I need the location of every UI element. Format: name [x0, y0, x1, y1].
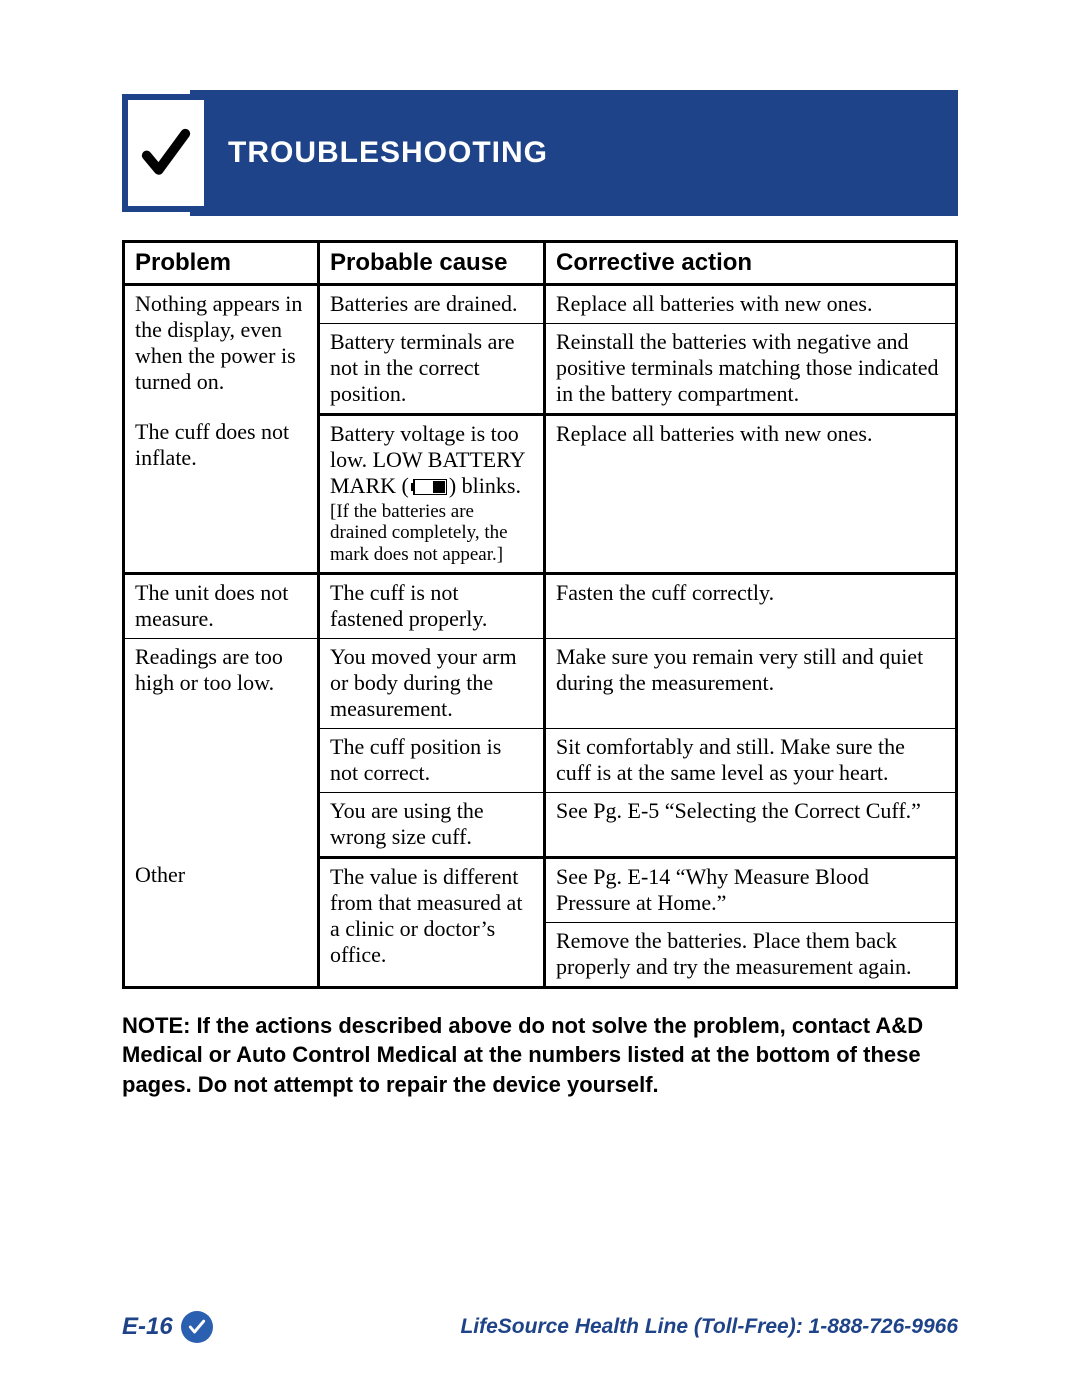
- cell-action: Remove the batteries. Place them back pr…: [545, 922, 957, 987]
- cell-action: Reinstall the batteries with negative an…: [545, 323, 957, 414]
- cell-problem: Readings are too high or too low.: [124, 639, 319, 858]
- cell-action: Replace all batteries with new ones.: [545, 285, 957, 324]
- page-number: E-16: [122, 1313, 173, 1341]
- section-header: TROUBLESHOOTING: [190, 90, 958, 216]
- page-footer: E-16 LifeSource Health Line (Toll-Free):…: [122, 1311, 958, 1343]
- cell-cause: The cuff is not fastened properly.: [319, 574, 545, 639]
- note-text: NOTE: If the actions described above do …: [122, 1011, 958, 1100]
- check-icon: [137, 113, 195, 193]
- cell-problem: Other: [124, 857, 319, 987]
- cell-problem: Nothing appears in the display, even whe…: [124, 285, 319, 415]
- cell-action: See Pg. E-5 “Selecting the Correct Cuff.…: [545, 792, 957, 857]
- check-icon: [187, 1317, 207, 1337]
- health-line-text: LifeSource Health Line (Toll-Free): 1-88…: [460, 1315, 958, 1339]
- table-header-row: Problem Probable cause Corrective action: [124, 242, 957, 285]
- footer-left: E-16: [122, 1311, 213, 1343]
- cell-action: Fasten the cuff correctly.: [545, 574, 957, 639]
- cell-cause-note: [If the batteries are drained completely…: [330, 501, 533, 567]
- cell-action: Replace all batteries with new ones.: [545, 414, 957, 573]
- cell-cause: The value is different from that measure…: [319, 857, 545, 987]
- cell-cause: Batteries are drained.: [319, 285, 545, 324]
- cell-cause: Battery voltage is too low. LOW BATTERY …: [319, 414, 545, 573]
- table-row: The cuff does not inflate. Battery volta…: [124, 414, 957, 573]
- cell-action: Make sure you remain very still and quie…: [545, 639, 957, 729]
- troubleshooting-table: Problem Probable cause Corrective action…: [122, 240, 958, 989]
- battery-icon: [411, 475, 447, 501]
- cell-problem: The cuff does not inflate.: [124, 414, 319, 573]
- cell-cause: You moved your arm or body during the me…: [319, 639, 545, 729]
- cell-cause-tail: ) blinks.: [449, 473, 521, 498]
- section-title: TROUBLESHOOTING: [228, 136, 548, 170]
- table-row: The unit does not measure. The cuff is n…: [124, 574, 957, 639]
- col-header-cause: Probable cause: [319, 242, 545, 285]
- cell-action: See Pg. E-14 “Why Measure Blood Pressure…: [545, 857, 957, 922]
- cell-problem: The unit does not measure.: [124, 574, 319, 639]
- cell-action: Sit comfortably and still. Make sure the…: [545, 728, 957, 792]
- col-header-problem: Problem: [124, 242, 319, 285]
- footer-check-badge: [181, 1311, 213, 1343]
- table-row: Other The value is different from that m…: [124, 857, 957, 922]
- table-row: Nothing appears in the display, even whe…: [124, 285, 957, 324]
- cell-cause: You are using the wrong size cuff.: [319, 792, 545, 857]
- col-header-action: Corrective action: [545, 242, 957, 285]
- cell-cause: Battery terminals are not in the correct…: [319, 323, 545, 414]
- cell-cause: The cuff position is not correct.: [319, 728, 545, 792]
- checkmark-box: [122, 94, 210, 212]
- table-row: Readings are too high or too low. You mo…: [124, 639, 957, 729]
